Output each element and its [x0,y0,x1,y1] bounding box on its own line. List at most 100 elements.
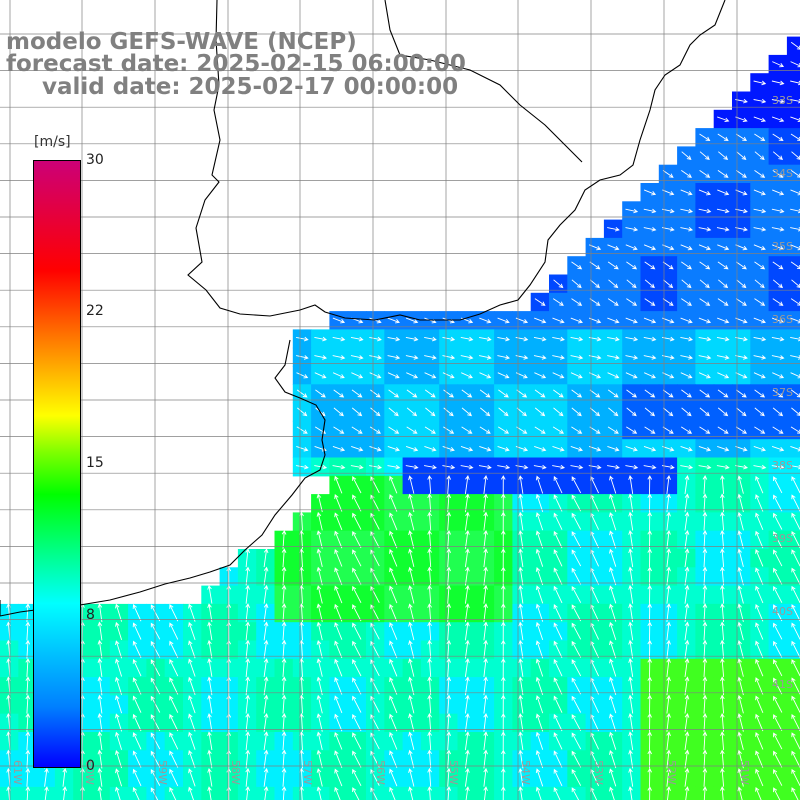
wind-arrow [408,749,415,769]
wind-arrow [771,355,785,360]
wind-arrow [352,585,362,604]
wind-arrow [25,786,31,800]
wind-arrow [226,584,232,604]
wind-arrow [666,493,671,513]
wind-arrow [535,621,544,641]
wind-arrow [628,767,634,787]
wind-arrow [720,749,725,769]
wind-arrow [589,389,601,398]
wind-arrow [501,548,506,568]
wind-arrow [408,639,415,659]
wind-arrow [316,530,323,549]
wind-arrow [316,621,323,641]
wind-arrow [281,786,287,800]
wind-arrow [755,585,764,604]
wind-arrow [699,298,711,306]
wind-arrow [755,512,764,530]
wind-cell [329,786,349,800]
wind-arrow [753,227,767,232]
wind-arrow [334,768,343,787]
wind-arrow [188,768,196,787]
wind-arrow [647,731,653,751]
wind-arrow [516,407,527,417]
wind-arrow [150,640,161,658]
wind-arrow [666,694,671,714]
wind-arrow [643,189,657,196]
wind-arrow [684,511,690,531]
wind-arrow [684,475,690,494]
wind-arrow [424,445,437,452]
wind-arrow [316,658,323,677]
wind-arrow [518,676,524,696]
wind-arrow [226,767,232,787]
wind-cell [786,256,800,276]
wind-arrow [607,244,620,251]
wind-cell [512,786,532,800]
wind-arrow [169,604,179,622]
longitude-label: 57W [301,760,314,785]
wind-cell [384,786,404,800]
wind-arrow [644,407,656,417]
wind-arrow [515,464,529,470]
wind-arrow [446,621,452,641]
wind-arrow [389,677,398,695]
wind-arrow [717,244,730,251]
wind-arrow [607,372,620,379]
wind-arrow [408,493,415,513]
wind-arrow [720,639,725,659]
wind-arrow [188,695,196,714]
wind-arrow [316,768,323,787]
wind-arrow [607,336,620,342]
wind-arrow [245,712,251,732]
wind-arrow [483,712,488,732]
wind-arrow [772,389,784,398]
wind-arrow [609,512,617,531]
wind-arrow [666,475,671,494]
wind-arrow [737,566,744,586]
wind-arrow [735,317,748,324]
wind-arrow [535,603,544,622]
wind-arrow [684,548,690,568]
wind-arrow [464,658,470,677]
longitude-label: 61W [11,760,24,785]
wind-arrow [753,336,767,342]
wind-arrow [772,372,785,379]
wind-arrow [534,298,546,306]
wind-arrow [483,548,488,568]
wind-cell [786,695,800,715]
wind-arrow [334,640,343,659]
wind-arrow [518,621,524,641]
wind-arrow [387,464,401,470]
wind-arrow [427,548,432,568]
wind-arrow [663,407,674,417]
wind-arrow [772,151,784,161]
wind-arrow [607,445,620,452]
wind-arrow [263,621,269,641]
valid-date: valid date: 2025-02-17 00:00:00 [42,74,459,100]
wind-arrow [552,372,565,379]
wind-arrow [702,786,708,800]
colorbar-tick-0: 0 [86,758,95,774]
wind-arrow [369,464,383,470]
wind-arrow [169,640,179,658]
wind-arrow [718,151,729,161]
wind-arrow [571,677,582,695]
wind-arrow [647,566,653,586]
wind-arrow [647,529,653,549]
wind-arrow [684,767,690,787]
wind-arrow [501,529,506,549]
wind-arrow [771,464,785,470]
wind-arrow [720,786,725,800]
wind-arrow [535,567,544,586]
wind-arrow [352,787,360,800]
wind-arrow [150,695,161,713]
wind-cell [786,494,800,513]
wind-arrow [680,372,693,379]
wind-arrow [370,389,381,398]
wind-arrow [389,530,398,549]
wind-arrow [680,426,693,434]
wind-arrow [755,677,764,695]
wind-arrow [625,355,639,360]
wind-arrow [534,389,546,398]
